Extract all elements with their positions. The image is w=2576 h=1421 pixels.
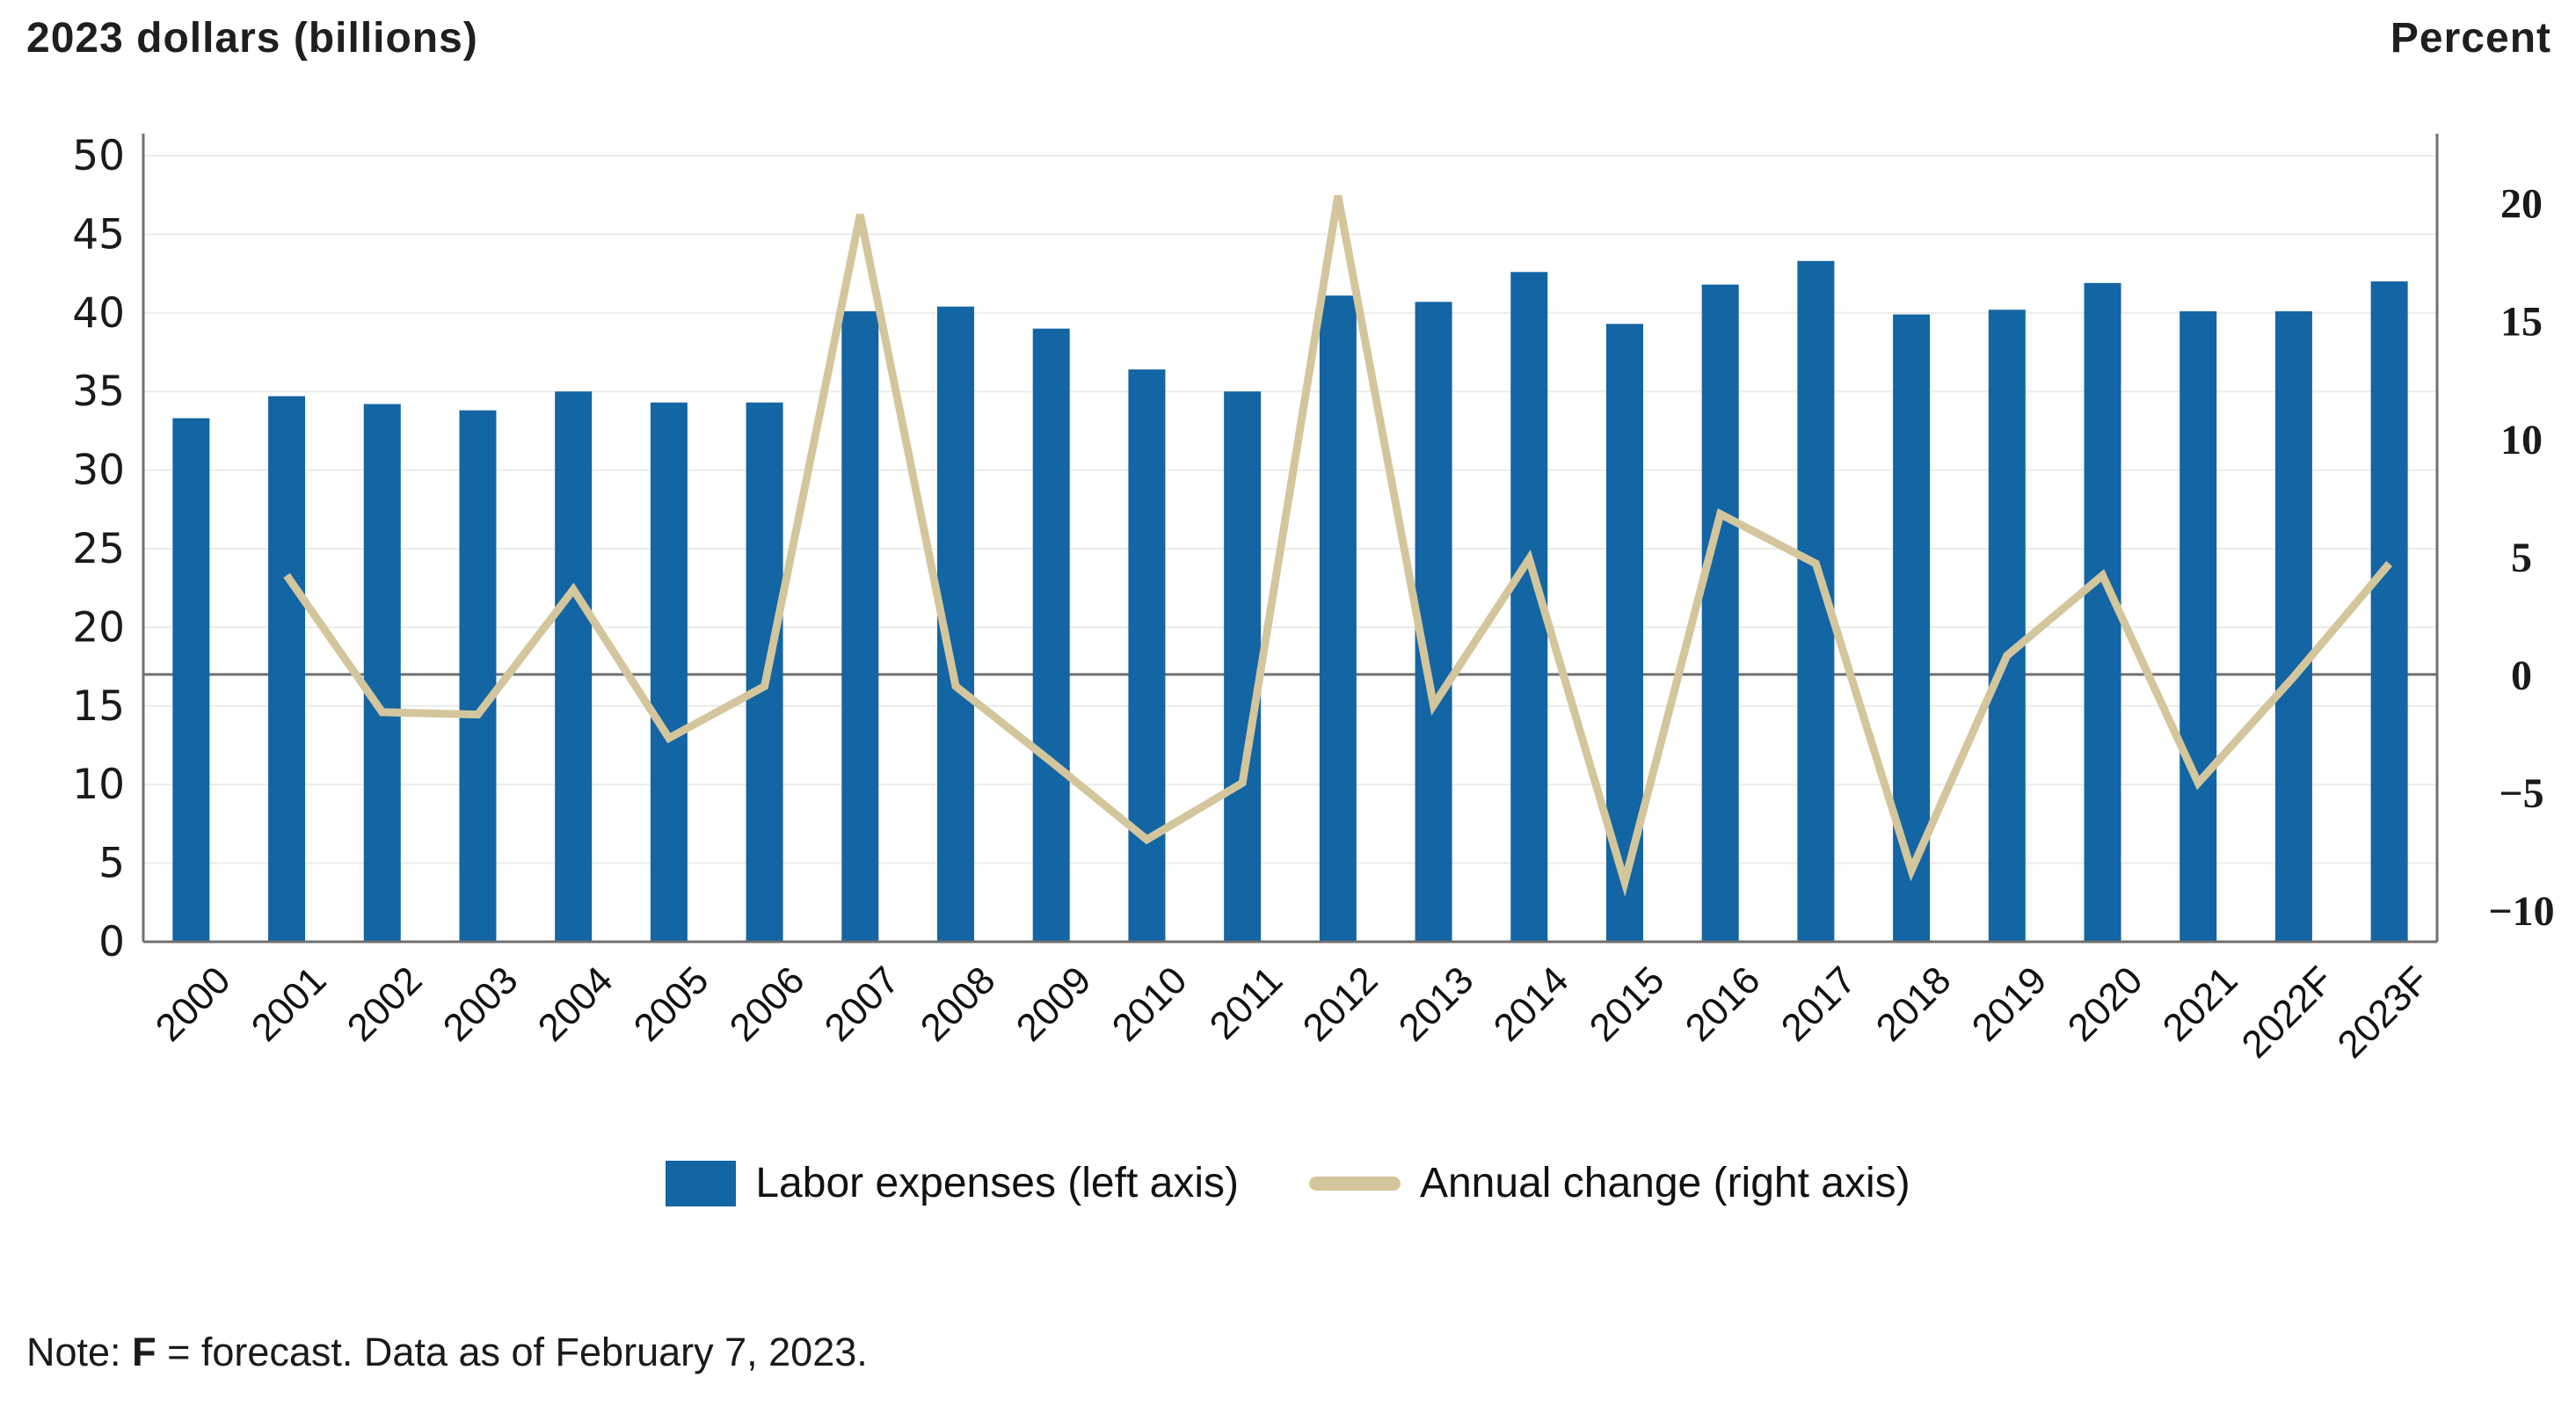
bar-2004 — [555, 391, 593, 942]
bar-2022F — [2274, 311, 2312, 943]
bar-2002 — [363, 404, 401, 942]
left-axis-tick-30: 30 — [72, 447, 125, 495]
legend-label-annual-change: Annual change (right axis) — [1419, 1160, 1910, 1206]
annual-change-line — [283, 194, 2393, 897]
bar-series-swatch — [666, 1160, 737, 1206]
right-axis-tick-20: 20 — [2500, 181, 2543, 228]
bar-2021 — [2179, 311, 2217, 943]
line-series-swatch — [1308, 1176, 1401, 1191]
right-axis-tick--10: −10 — [2488, 888, 2554, 935]
left-axis-tick-5: 5 — [98, 840, 125, 888]
left-axis-tick-0: 0 — [98, 918, 125, 966]
left-axis-tick-35: 35 — [72, 368, 125, 416]
left-axis-tick-40: 40 — [72, 289, 125, 338]
right-axis-tick-10: 10 — [2500, 417, 2543, 463]
left-axis-title: 2023 dollars (billions) — [26, 15, 478, 62]
right-axis-tick-5: 5 — [2511, 535, 2532, 581]
bar-2012 — [1319, 295, 1357, 943]
bar-2007 — [841, 311, 879, 943]
left-axis-tick-15: 15 — [72, 682, 125, 731]
right-axis-tick--5: −5 — [2499, 770, 2543, 817]
bar-2009 — [1032, 328, 1070, 942]
bar-2010 — [1128, 369, 1166, 943]
left-axis-tick-25: 25 — [72, 525, 125, 573]
bar-2005 — [650, 402, 688, 942]
legend-item-labor-expenses: Labor expenses (left axis) — [666, 1159, 1239, 1207]
legend-label-labor-expenses: Labor expenses (left axis) — [755, 1160, 1239, 1206]
chart-legend: Labor expenses (left axis) Annual change… — [0, 1159, 2576, 1207]
footnote: Note: F = forecast. Data as of February … — [26, 1330, 868, 1374]
bar-2019 — [1988, 310, 2026, 942]
bar-2001 — [268, 396, 306, 943]
left-axis-tick-10: 10 — [72, 761, 125, 809]
legend-item-annual-change: Annual change (right axis) — [1308, 1159, 1910, 1207]
left-axis-tick-45: 45 — [72, 210, 125, 259]
bar-2016 — [1701, 284, 1739, 943]
bar-2011 — [1224, 391, 1262, 942]
bar-2000 — [172, 418, 210, 942]
left-axis-tick-20: 20 — [72, 603, 125, 652]
bar-2003 — [459, 410, 497, 942]
left-axis-tick-50: 50 — [72, 132, 125, 180]
right-axis-title: Percent — [2390, 15, 2551, 62]
right-axis-tick-0: 0 — [2511, 652, 2532, 699]
bar-2020 — [2084, 282, 2121, 942]
bar-2023F — [2370, 281, 2408, 942]
right-axis-tick-15: 15 — [2500, 299, 2543, 346]
